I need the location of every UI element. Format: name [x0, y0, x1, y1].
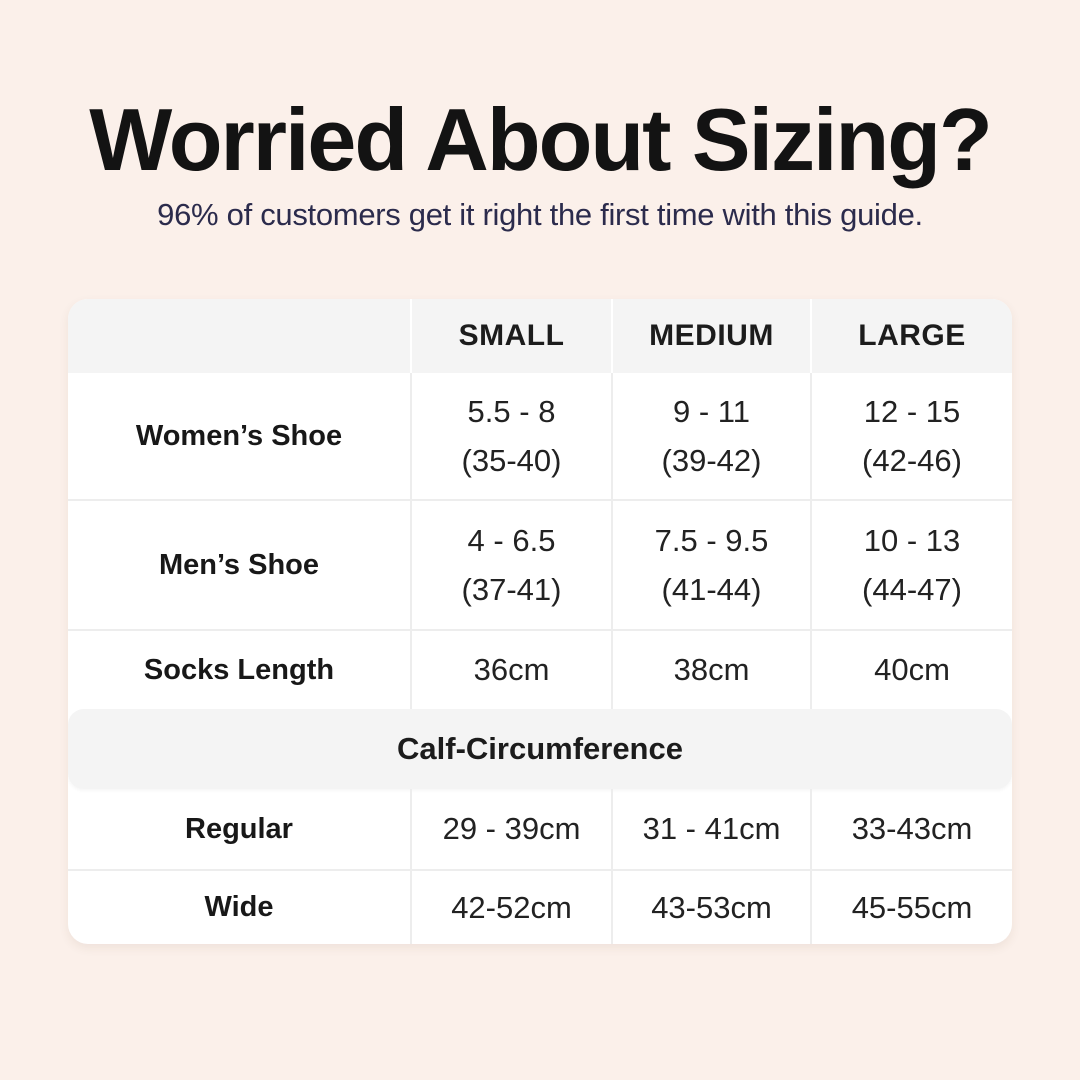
header-cell-small: SMALL [410, 299, 611, 374]
size-cell: 5.5 - 8 (35-40) [410, 373, 611, 500]
size-cell: 33-43cm [810, 789, 1012, 870]
size-cell: 10 - 13 (44-47) [810, 501, 1012, 630]
sizing-table: SMALL MEDIUM LARGE Women’s Shoe 5.5 - 8 … [68, 299, 1012, 945]
table-header-row: SMALL MEDIUM LARGE [68, 299, 1012, 374]
size-value: 9 - 11 [673, 393, 750, 429]
size-value: 12 - 15 [863, 393, 961, 429]
size-value: 10 - 13 [863, 522, 961, 558]
table-row-wide: Wide 42-52cm 43-53cm 45-55cm [68, 869, 1012, 945]
page-subtitle: 96% of customers get it right the first … [157, 197, 923, 233]
size-value: 38cm [673, 652, 750, 688]
size-cell: 36cm [410, 631, 611, 710]
size-value: 4 - 6.5 [467, 522, 556, 558]
size-cell: 40cm [810, 631, 1012, 710]
size-cell: 38cm [611, 631, 810, 710]
size-value: 33-43cm [851, 811, 973, 847]
size-cell: 42-52cm [410, 871, 611, 945]
size-cell: 31 - 41cm [611, 789, 810, 870]
header-cell-medium: MEDIUM [611, 299, 810, 374]
size-cell: 43-53cm [611, 871, 810, 945]
size-value: 29 - 39cm [442, 811, 581, 847]
row-label: Women’s Shoe [135, 419, 343, 452]
size-value-eu: (42-46) [862, 442, 962, 478]
row-label: Socks Length [143, 653, 335, 686]
size-value-eu: (37-41) [461, 571, 562, 607]
size-value-eu: (35-40) [461, 442, 562, 478]
size-value: 42-52cm [451, 889, 572, 925]
table-row-socks-length: Socks Length 36cm 38cm 40cm [68, 629, 1012, 710]
size-value: 40cm [874, 652, 950, 688]
table-row-regular: Regular 29 - 39cm 31 - 41cm 33-43cm [68, 789, 1012, 870]
size-cell: 9 - 11 (39-42) [611, 373, 810, 500]
size-value: 43-53cm [651, 889, 772, 925]
size-value: 7.5 - 9.5 [654, 522, 769, 558]
size-cell: 4 - 6.5 (37-41) [410, 501, 611, 630]
row-label: Wide [204, 891, 274, 924]
size-value-eu: (44-47) [862, 571, 962, 607]
row-label: Men’s Shoe [158, 548, 320, 581]
size-value: 5.5 - 8 [467, 393, 556, 429]
size-value: 45-55cm [851, 889, 973, 925]
row-label: Regular [185, 812, 293, 845]
table-row-womens-shoe: Women’s Shoe 5.5 - 8 (35-40) 9 - 11 (39-… [68, 373, 1012, 500]
table-row-mens-shoe: Men’s Shoe 4 - 6.5 (37-41) 7.5 - 9.5 (41… [68, 499, 1012, 630]
size-value-eu: (39-42) [661, 442, 762, 478]
header-cell-empty [68, 299, 410, 373]
size-cell: 29 - 39cm [410, 789, 611, 870]
page-title: Worried About Sizing? [89, 90, 992, 189]
size-value: 36cm [473, 652, 550, 688]
size-cell: 7.5 - 9.5 (41-44) [611, 501, 810, 630]
section-header-calf-circumference: Calf-Circumference [68, 709, 1012, 790]
size-value-eu: (41-44) [661, 571, 762, 607]
size-cell: 12 - 15 (42-46) [810, 373, 1012, 500]
size-value: 31 - 41cm [642, 811, 781, 847]
size-cell: 45-55cm [810, 871, 1012, 945]
header-cell-large: LARGE [810, 299, 1012, 374]
